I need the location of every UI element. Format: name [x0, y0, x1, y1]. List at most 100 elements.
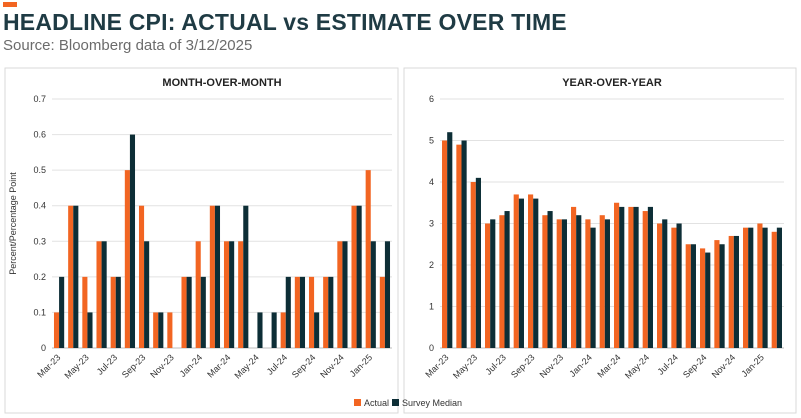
yoy-bar-survey: [576, 215, 582, 348]
yoy-bar-survey: [490, 219, 496, 348]
mom-bar-survey: [299, 276, 306, 348]
mom-y-tick-label: 0.1: [33, 307, 46, 317]
yoy-bar-actual: [528, 194, 534, 348]
yoy-bar-actual: [599, 215, 605, 348]
yoy-bar-actual: [614, 202, 620, 348]
mom-bar-actual: [195, 241, 201, 348]
yoy-bar-actual: [513, 194, 519, 348]
yoy-bar-actual: [657, 223, 663, 348]
yoy-bar-survey: [748, 227, 754, 348]
mom-bar-survey: [257, 312, 263, 348]
mom-y-axis-label: Percent/Percentage Point: [8, 172, 18, 275]
mom-bar-survey: [101, 241, 107, 348]
mom-chart-title: MONTH-OVER-MONTH: [162, 77, 281, 89]
mom-bar-survey: [342, 241, 348, 348]
yoy-bar-actual: [628, 206, 634, 348]
yoy-bar-actual: [442, 140, 448, 348]
mom-bar-survey: [186, 276, 192, 348]
mom-bar-survey: [59, 276, 65, 348]
mom-bar-survey: [243, 205, 249, 348]
mom-bar-survey: [73, 205, 79, 348]
yoy-y-tick-label: 4: [429, 177, 434, 187]
yoy-bar-survey: [762, 227, 768, 348]
mom-y-tick-label: 0.6: [33, 130, 46, 140]
mom-y-tick-label: 0.4: [33, 201, 46, 211]
yoy-bar-actual: [571, 206, 577, 348]
yoy-y-tick-label: 2: [429, 260, 434, 270]
yoy-bar-survey: [719, 244, 725, 348]
mom-bar-actual: [323, 276, 329, 348]
mom-y-tick-label: 0: [41, 343, 46, 353]
legend-actual-swatch: [354, 399, 361, 406]
mom-bar-survey: [87, 312, 93, 348]
yoy-bar-survey: [461, 140, 467, 348]
yoy-bar-survey: [533, 198, 539, 348]
mom-bar-actual: [209, 205, 215, 348]
yoy-y-tick-label: 6: [429, 94, 434, 104]
mom-bar-survey: [129, 134, 136, 348]
mom-bar-survey: [328, 276, 334, 348]
mom-bar-actual: [280, 312, 286, 348]
mom-bar-actual: [110, 276, 116, 348]
yoy-bar-survey: [604, 219, 610, 348]
yoy-bar-actual: [556, 219, 562, 348]
mom-bar-actual: [294, 276, 300, 348]
mom-y-tick-label: 0.7: [33, 94, 46, 104]
yoy-bar-actual: [585, 219, 591, 348]
mom-bar-survey: [314, 312, 320, 348]
mom-bar-actual: [337, 241, 343, 348]
yoy-bar-actual: [456, 144, 462, 348]
yoy-bar-actual: [470, 182, 476, 348]
yoy-bar-survey: [475, 177, 481, 348]
legend-actual-label: Actual: [364, 398, 389, 408]
yoy-bar-survey: [647, 206, 653, 348]
yoy-bar-survey: [676, 223, 682, 348]
mom-bar-survey: [200, 276, 206, 348]
mom-bar-survey: [384, 241, 391, 348]
legend-survey-swatch: [392, 399, 399, 406]
mom-bar-actual: [153, 312, 159, 348]
yoy-bar-actual: [714, 240, 720, 348]
mom-bar-actual: [138, 205, 145, 348]
yoy-bar-survey: [705, 252, 711, 348]
mom-y-tick-label: 0.5: [33, 165, 46, 175]
mom-bar-survey: [370, 241, 376, 348]
yoy-y-tick-label: 3: [429, 219, 434, 229]
mom-bar-survey: [229, 241, 235, 348]
yoy-y-tick-label: 5: [429, 136, 434, 146]
yoy-bar-actual: [700, 248, 706, 348]
mom-bar-survey: [214, 205, 221, 348]
mom-bar-actual: [167, 312, 173, 348]
mom-bar-survey: [144, 241, 150, 348]
yoy-bar-actual: [499, 215, 505, 348]
yoy-bar-survey: [733, 235, 739, 348]
yoy-bar-actual: [485, 223, 491, 348]
mom-bar-survey: [271, 312, 277, 348]
mom-bar-actual: [365, 170, 371, 348]
mom-bar-survey: [356, 205, 362, 348]
yoy-bar-actual: [685, 244, 691, 348]
yoy-bar-survey: [633, 206, 639, 348]
mom-bar-actual: [238, 241, 244, 348]
yoy-y-tick-label: 1: [429, 302, 434, 312]
mom-bar-survey: [285, 276, 291, 348]
chart-legend: Actual Survey Median: [354, 398, 462, 408]
yoy-bar-survey: [776, 227, 782, 348]
yoy-bar-survey: [690, 244, 696, 348]
mom-bar-actual: [308, 276, 315, 348]
yoy-bar-survey: [518, 198, 524, 348]
legend-survey-label: Survey Median: [402, 398, 462, 408]
yoy-y-tick-label: 0: [429, 343, 434, 353]
yoy-bar-survey: [561, 219, 567, 348]
mom-bar-actual: [351, 205, 357, 348]
yoy-bar-survey: [447, 132, 453, 348]
mom-y-tick-label: 0.2: [33, 272, 46, 282]
mom-bar-actual: [68, 205, 74, 348]
source-subtitle: Source: Bloomberg data of 3/12/2025: [3, 37, 253, 54]
mom-bar-actual: [379, 276, 385, 348]
yoy-bar-survey: [619, 206, 625, 348]
accent-bar: [3, 2, 17, 7]
yoy-bar-actual: [642, 211, 648, 348]
mom-bar-actual: [181, 276, 187, 348]
